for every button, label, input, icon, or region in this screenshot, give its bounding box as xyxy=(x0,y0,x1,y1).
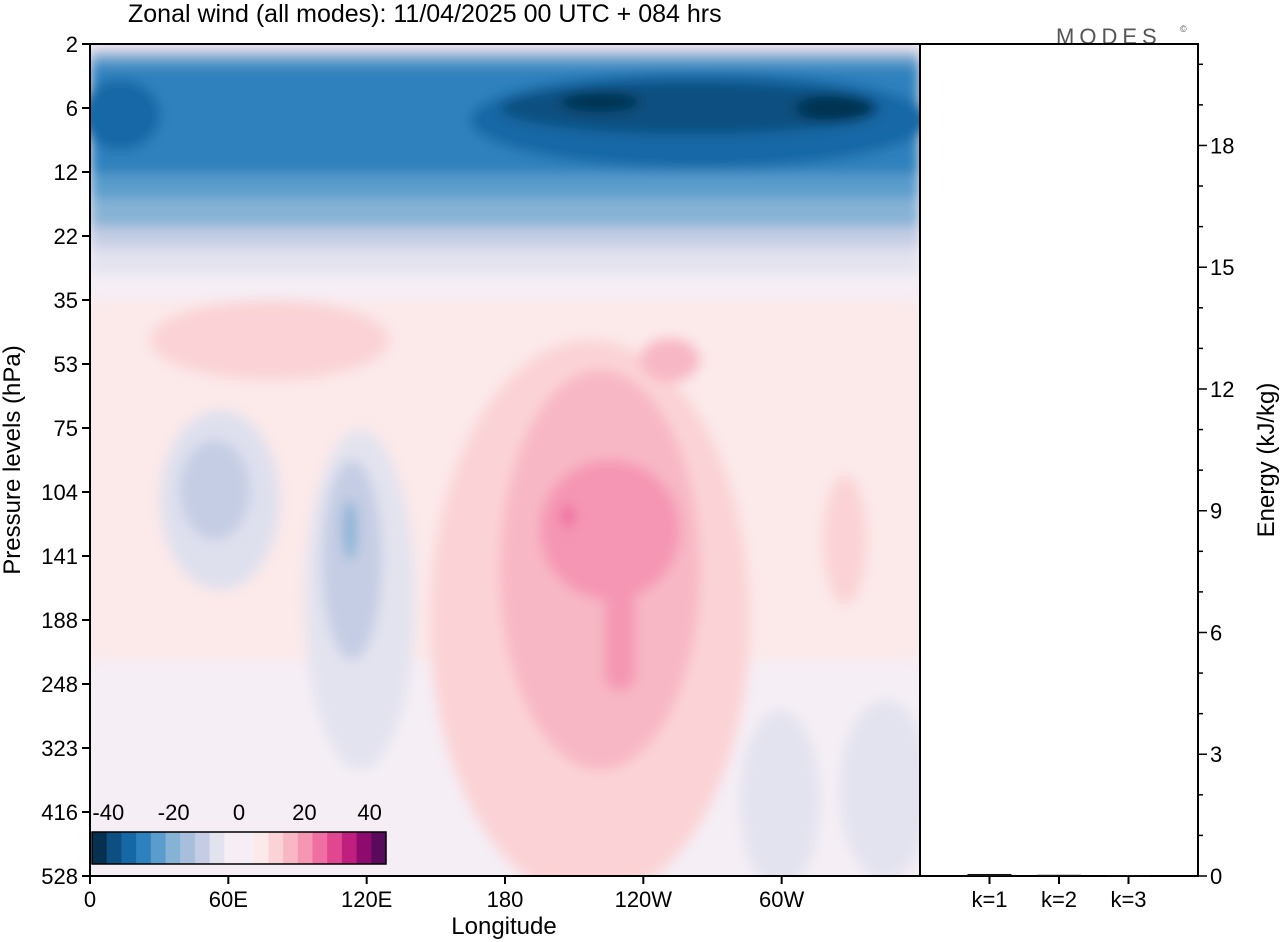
y-axis-ticks: 2 6 12 22 35 53 75 104 141 188 248 323 416 528 xyxy=(41,32,90,889)
colorbar-swatch xyxy=(239,832,255,864)
region-easterly-30w xyxy=(840,700,920,876)
energy-tick-label: 0 xyxy=(1210,864,1222,889)
logo-mark: © xyxy=(1180,24,1187,34)
y-tick-label: 528 xyxy=(41,864,78,889)
colorbar-swatch xyxy=(253,832,269,864)
x-tick-label: 60E xyxy=(209,887,248,912)
energy-category-label: k=1 xyxy=(971,887,1007,912)
y-tick-label: 75 xyxy=(54,416,78,441)
y-tick-label: 188 xyxy=(41,608,78,633)
y-tick-label: 6 xyxy=(66,96,78,121)
colorbar-tick-label: -40 xyxy=(92,800,124,825)
energy-bars: k=1 k=2 k=3 xyxy=(967,873,1151,912)
y-tick-label: 141 xyxy=(41,544,78,569)
y-tick-label: 323 xyxy=(41,736,78,761)
energy-tick-label: 15 xyxy=(1210,255,1234,280)
colorbar-swatch xyxy=(180,832,196,864)
colorbar-tick-label: -20 xyxy=(158,800,190,825)
energy-panel-frame xyxy=(919,43,1199,877)
region-westerly-53hpa-west xyxy=(640,338,700,382)
colorbar-tick-label: 20 xyxy=(292,800,316,825)
region-westerly-60w xyxy=(823,475,867,605)
energy-axis-ticks: 0 3 6 9 12 15 18 xyxy=(1198,63,1234,889)
colorbar: -40 -20 0 20 40 xyxy=(91,800,387,865)
contour-plot xyxy=(90,44,920,876)
colorbar-swatch xyxy=(150,832,166,864)
energy-bar xyxy=(967,873,1012,876)
x-tick-label: 180 xyxy=(487,887,524,912)
chart-title: Zonal wind (all modes): 11/04/2025 00 UT… xyxy=(128,0,722,28)
energy-tick-label: 6 xyxy=(1210,620,1222,645)
region-easterly-60e-core xyxy=(180,440,250,540)
energy-bar xyxy=(1037,874,1081,876)
colorbar-swatch xyxy=(165,832,181,864)
y-axis-label: Pressure levels (hPa) xyxy=(0,345,26,574)
x-tick-label: 120E xyxy=(341,887,392,912)
colorbar-swatch xyxy=(209,832,225,864)
colorbar-swatch xyxy=(268,832,284,864)
x-tick-label: 120W xyxy=(615,887,673,912)
colorbar-swatch xyxy=(327,832,343,864)
colorbar-swatch xyxy=(371,832,387,864)
colorbar-swatch xyxy=(194,832,211,864)
energy-tick-label: 12 xyxy=(1210,377,1234,402)
colorbar-frame xyxy=(91,831,387,865)
region-westerly-jet-core xyxy=(540,460,680,600)
x-tick-label: 0 xyxy=(84,887,96,912)
y-tick-label: 248 xyxy=(41,672,78,697)
y-tick-label: 22 xyxy=(54,224,78,249)
colorbar-swatch xyxy=(92,832,108,864)
energy-axis-label: Energy (kJ/kg) xyxy=(1253,383,1280,538)
region-easterly-120e-core xyxy=(322,460,382,660)
region-westerly-jet-max xyxy=(561,504,575,528)
y-tick-label: 53 xyxy=(54,352,78,377)
colorbar-swatch xyxy=(283,832,299,864)
band-top xyxy=(90,44,920,50)
x-axis-ticks: 0 60E 120E 180 120W 60W xyxy=(84,876,805,912)
y-tick-label: 2 xyxy=(66,32,78,57)
energy-tick-label: 3 xyxy=(1210,742,1222,767)
energy-bar xyxy=(1106,875,1151,877)
x-tick-label: 60W xyxy=(759,887,804,912)
region-westerly-53hpa-east xyxy=(150,300,390,380)
colorbar-swatch xyxy=(297,832,313,864)
region-westerly-jet-tail xyxy=(605,540,635,690)
region-easterly-strong-0 xyxy=(90,80,160,150)
energy-category-label: k=3 xyxy=(1110,887,1146,912)
energy-tick-label: 9 xyxy=(1210,499,1222,524)
y-tick-label: 104 xyxy=(41,480,78,505)
energy-tick-label: 18 xyxy=(1210,133,1234,158)
region-easterly-60w xyxy=(740,710,820,876)
wind-field xyxy=(90,44,920,876)
y-tick-label: 416 xyxy=(41,800,78,825)
region-easterly-max-1 xyxy=(560,92,640,112)
colorbar-tick-label: 40 xyxy=(357,800,381,825)
colorbar-swatch xyxy=(312,832,328,864)
region-easterly-max-2 xyxy=(795,94,875,122)
y-tick-label: 12 xyxy=(54,160,78,185)
energy-category-label: k=2 xyxy=(1041,887,1077,912)
colorbar-swatch xyxy=(106,832,122,864)
colorbar-swatch xyxy=(136,832,152,864)
colorbar-swatch xyxy=(356,832,372,864)
colorbar-swatch xyxy=(121,832,137,864)
colorbar-swatch xyxy=(224,832,240,864)
colorbar-tick-label: 0 xyxy=(233,800,245,825)
colorbar-swatch xyxy=(341,832,358,864)
region-easterly-120e-max xyxy=(343,500,357,560)
x-axis-label: Longitude xyxy=(451,913,556,940)
y-tick-label: 35 xyxy=(54,288,78,313)
